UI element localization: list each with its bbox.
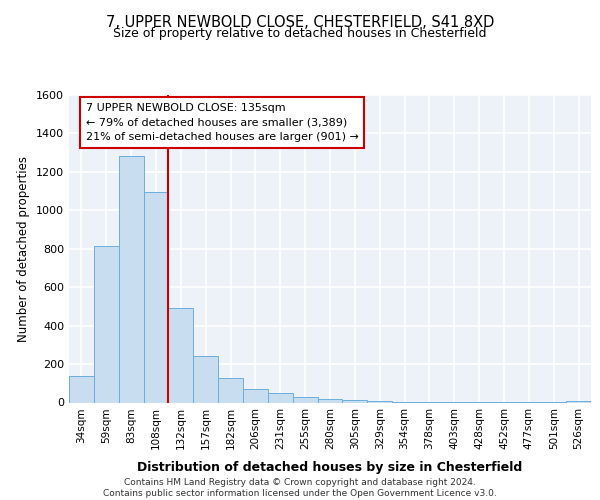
Y-axis label: Number of detached properties: Number of detached properties	[17, 156, 31, 342]
Bar	[268, 394, 293, 402]
Bar	[343, 400, 367, 402]
Text: Size of property relative to detached houses in Chesterfield: Size of property relative to detached ho…	[113, 28, 487, 40]
X-axis label: Distribution of detached houses by size in Chesterfield: Distribution of detached houses by size …	[137, 460, 523, 473]
Bar	[293, 397, 317, 402]
Bar	[143, 192, 169, 402]
Bar	[317, 399, 343, 402]
Bar	[367, 401, 392, 402]
Text: 7, UPPER NEWBOLD CLOSE, CHESTERFIELD, S41 8XD: 7, UPPER NEWBOLD CLOSE, CHESTERFIELD, S4…	[106, 15, 494, 30]
Bar	[169, 308, 193, 402]
Bar	[119, 156, 143, 402]
Bar	[193, 356, 218, 403]
Bar	[94, 246, 119, 402]
Bar	[218, 378, 243, 402]
Bar	[243, 388, 268, 402]
Text: 7 UPPER NEWBOLD CLOSE: 135sqm
← 79% of detached houses are smaller (3,389)
21% o: 7 UPPER NEWBOLD CLOSE: 135sqm ← 79% of d…	[86, 102, 359, 142]
Bar	[69, 376, 94, 402]
Bar	[566, 400, 591, 402]
Text: Contains HM Land Registry data © Crown copyright and database right 2024.
Contai: Contains HM Land Registry data © Crown c…	[103, 478, 497, 498]
